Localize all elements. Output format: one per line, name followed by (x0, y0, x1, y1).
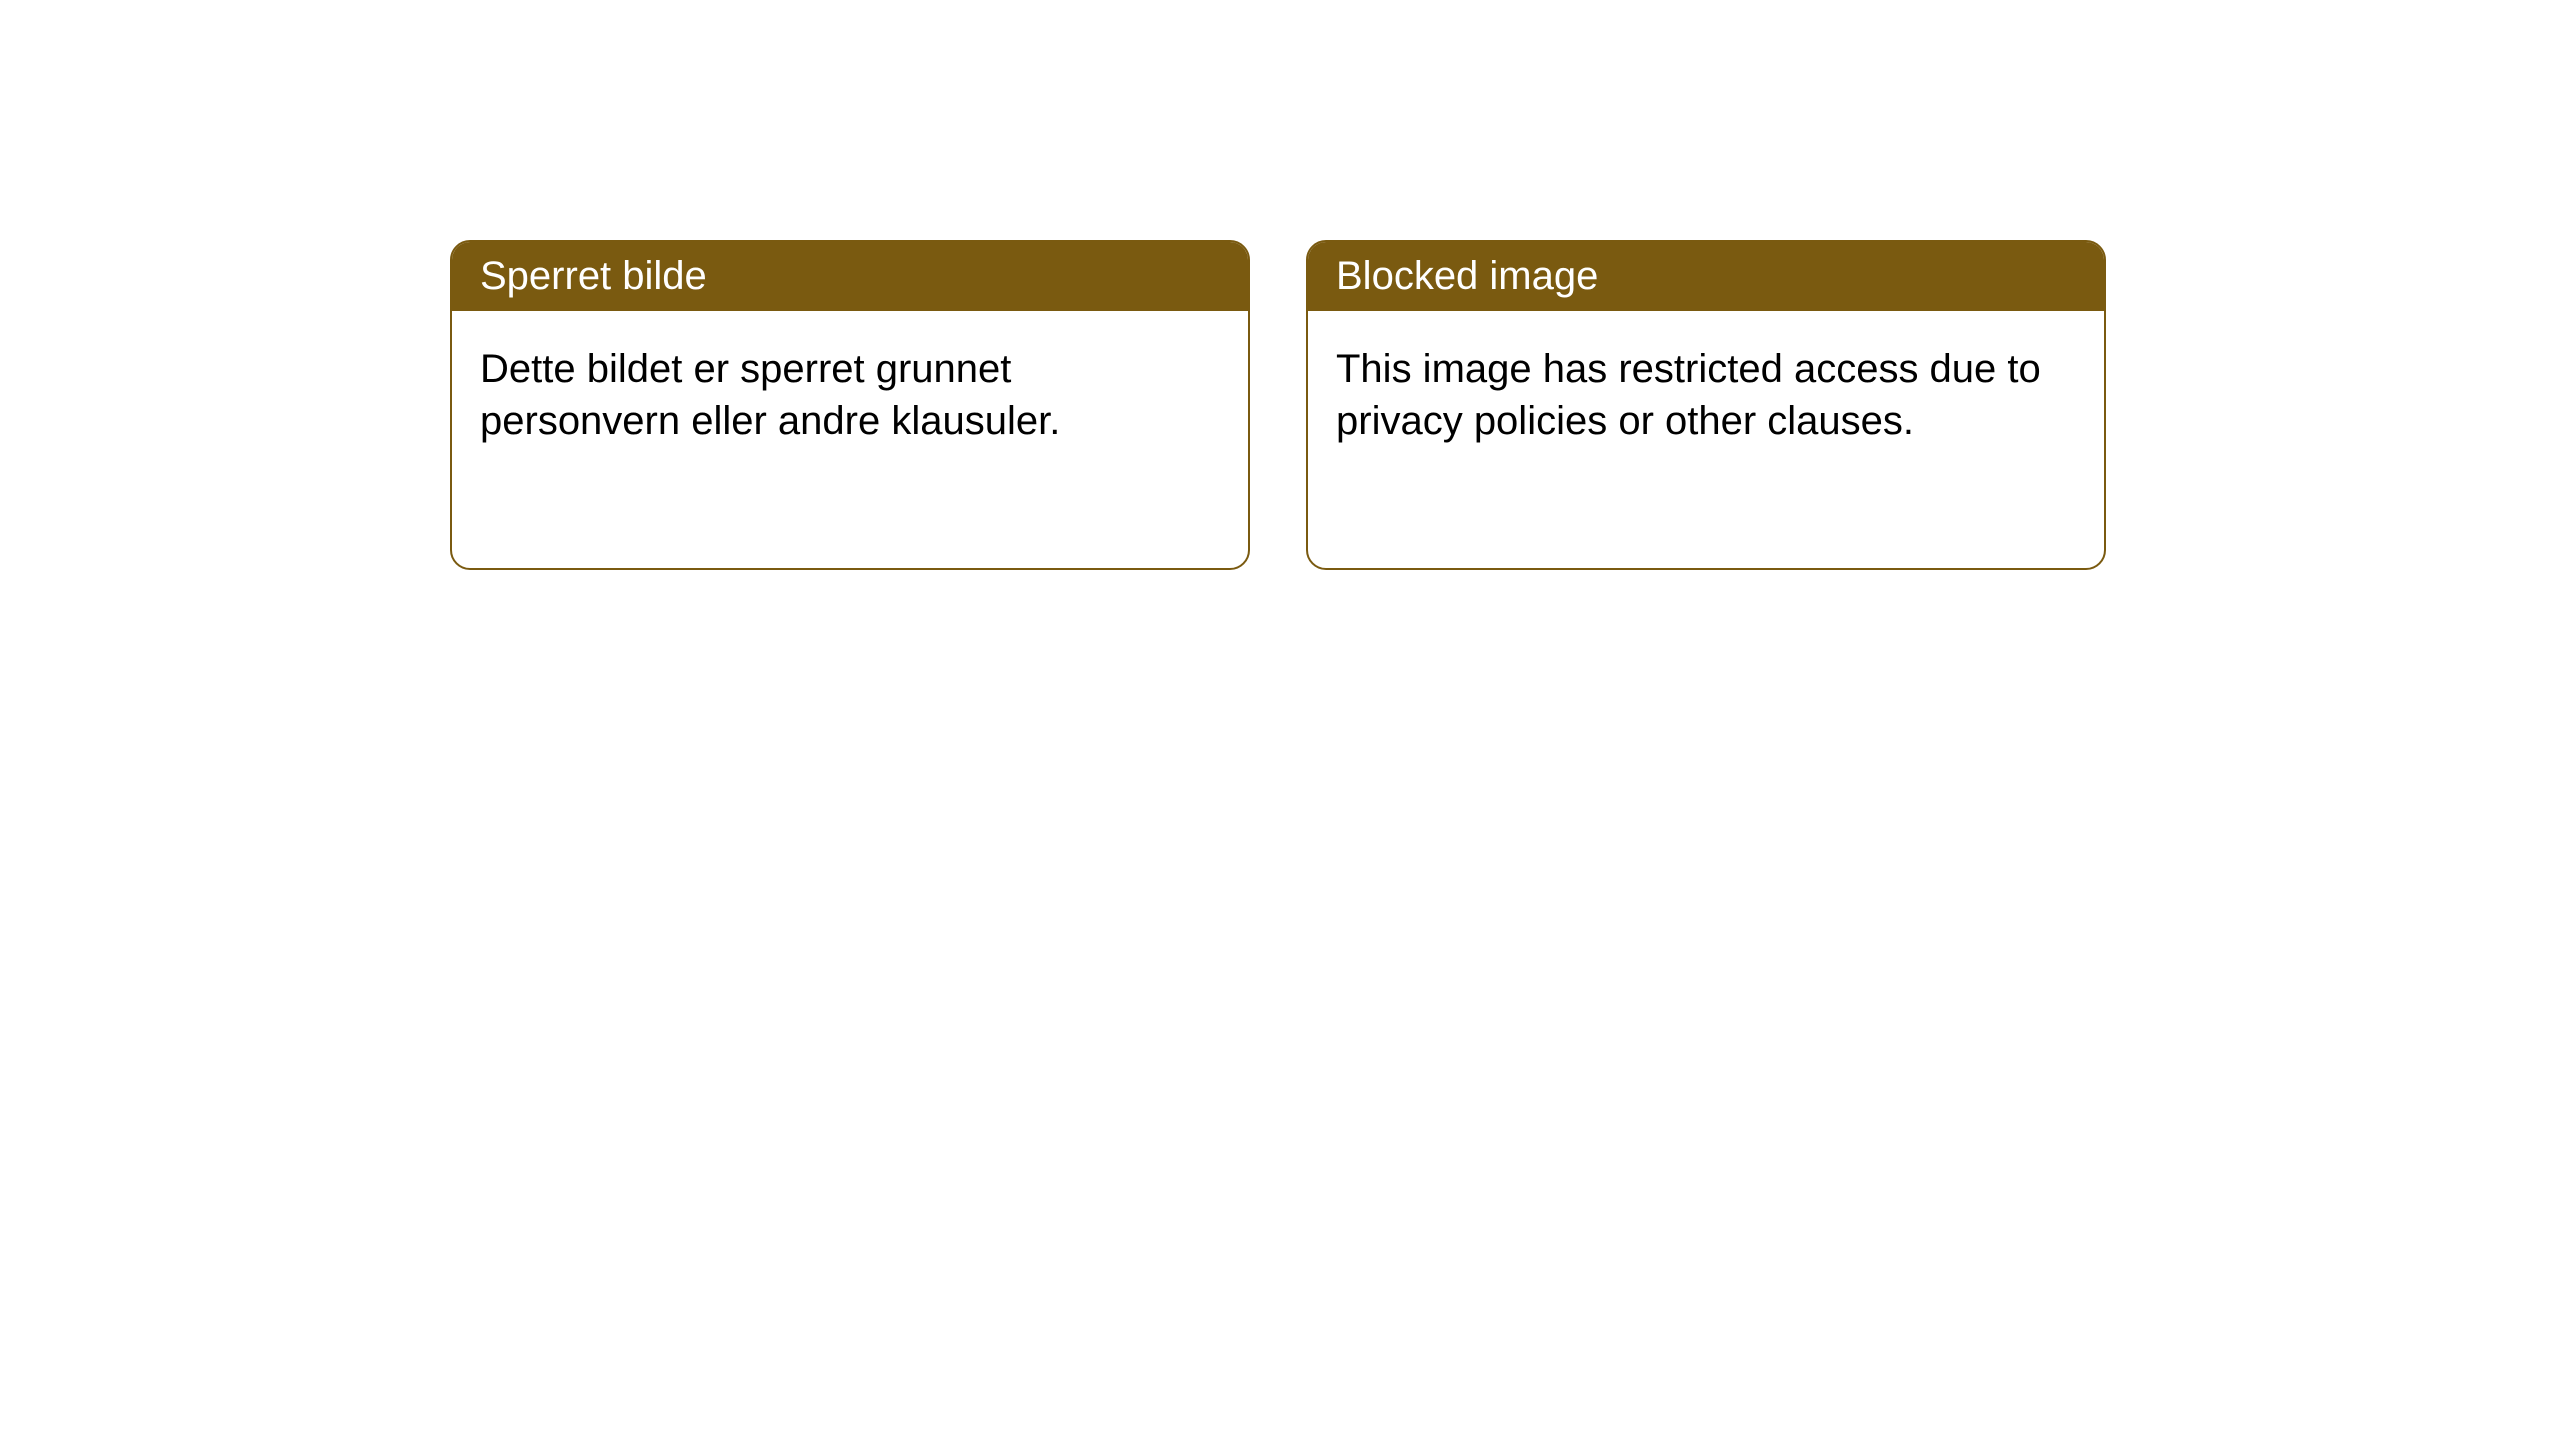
notice-container: Sperret bilde Dette bildet er sperret gr… (450, 240, 2560, 570)
notice-body-english: This image has restricted access due to … (1308, 311, 2104, 479)
notice-card-norwegian: Sperret bilde Dette bildet er sperret gr… (450, 240, 1250, 570)
notice-header-norwegian: Sperret bilde (452, 242, 1248, 311)
notice-card-english: Blocked image This image has restricted … (1306, 240, 2106, 570)
notice-header-english: Blocked image (1308, 242, 2104, 311)
notice-body-norwegian: Dette bildet er sperret grunnet personve… (452, 311, 1248, 479)
